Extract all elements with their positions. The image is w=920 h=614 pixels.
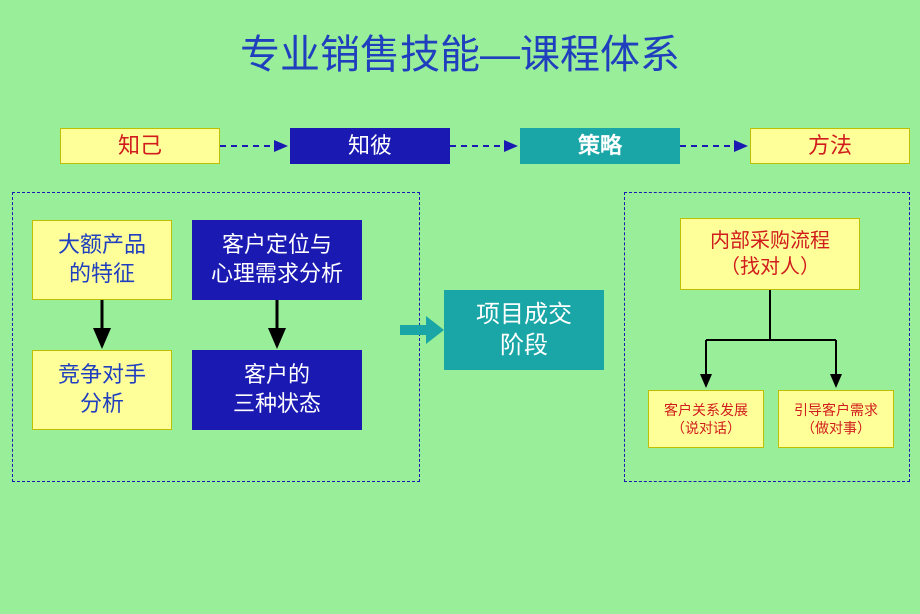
box-relationship: 客户关系发展 （说对话） xyxy=(648,390,764,448)
diagram-title: 专业销售技能—课程体系 xyxy=(0,22,920,80)
box-product-features: 大额产品 的特征 xyxy=(32,220,172,300)
box-purchase-process: 内部采购流程 （找对人） xyxy=(680,218,860,290)
top-self: 知己 xyxy=(60,128,220,164)
box-competitor-analysis: 竞争对手 分析 xyxy=(32,350,172,430)
box-customer-position: 客户定位与 心理需求分析 xyxy=(192,220,362,300)
box-deal-stage: 项目成交 阶段 xyxy=(444,290,604,370)
box-guide-needs: 引导客户需求 （做对事） xyxy=(778,390,894,448)
top-method: 方法 xyxy=(750,128,910,164)
top-strategy: 策略 xyxy=(520,128,680,164)
top-other: 知彼 xyxy=(290,128,450,164)
box-customer-states: 客户的 三种状态 xyxy=(192,350,362,430)
